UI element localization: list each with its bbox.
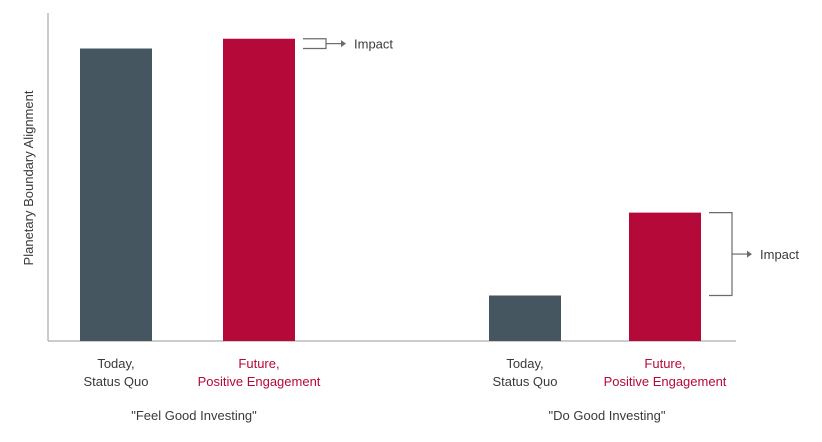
group-label: "Do Good Investing" bbox=[549, 408, 666, 423]
bar-2-1 bbox=[489, 295, 561, 341]
bar-label-line1: Future, bbox=[238, 356, 279, 371]
arrow-right-icon bbox=[341, 40, 346, 48]
impact-label: Impact bbox=[760, 247, 799, 262]
impact-bracket bbox=[303, 38, 327, 50]
bar-label-line2: Positive Engagement bbox=[604, 374, 727, 389]
group-label: "Feel Good Investing" bbox=[131, 408, 257, 423]
bar-label-line2: Status Quo bbox=[83, 374, 148, 389]
bar-label-line2: Positive Engagement bbox=[198, 374, 321, 389]
y-axis-label: Planetary Boundary Alignment bbox=[21, 90, 36, 265]
bar-label-line1: Today, bbox=[97, 356, 134, 371]
bar-label-line2: Status Quo bbox=[492, 374, 557, 389]
bar-label-line1: Today, bbox=[506, 356, 543, 371]
bar-1-2 bbox=[223, 38, 295, 341]
impact-label: Impact bbox=[354, 37, 393, 52]
arrow-right-icon bbox=[747, 250, 752, 258]
bar-2-2 bbox=[629, 212, 701, 341]
bar-1-1 bbox=[80, 48, 152, 341]
bar-label-line1: Future, bbox=[644, 356, 685, 371]
impact-bracket bbox=[709, 212, 733, 297]
